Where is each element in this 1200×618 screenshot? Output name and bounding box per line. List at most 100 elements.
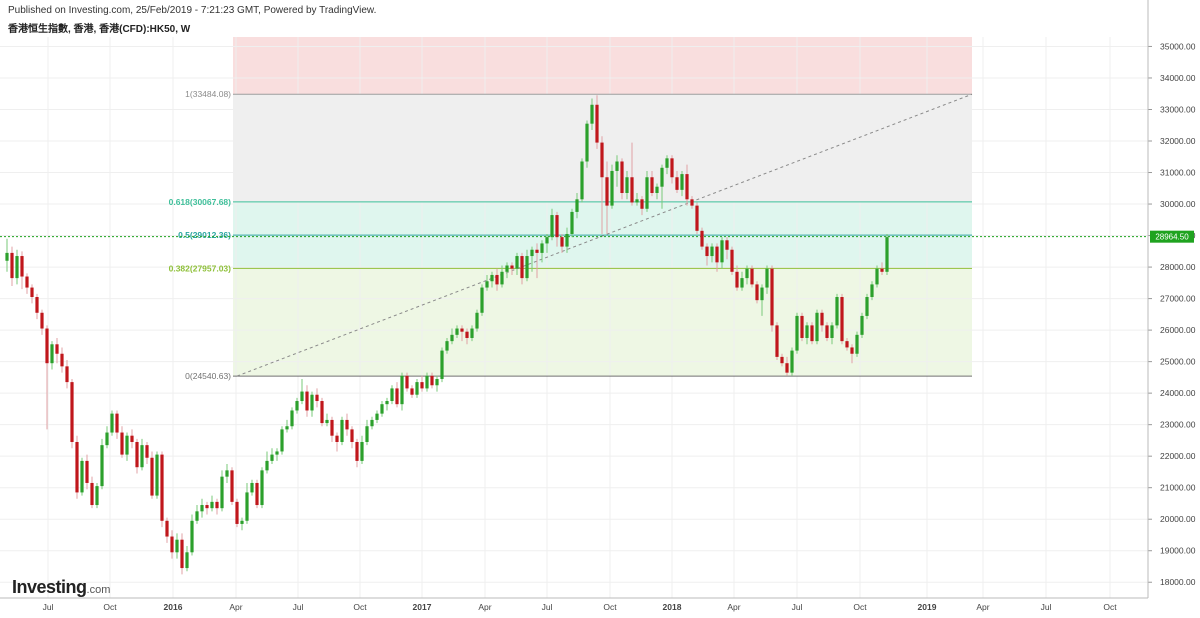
last-price-label: 28964.50: [1155, 233, 1189, 242]
candle-body: [405, 375, 409, 389]
x-tick-label: 2019: [918, 602, 937, 612]
candle-body: [850, 347, 854, 354]
candle-body: [795, 315, 799, 351]
candle-body: [45, 328, 49, 364]
candle-body: [65, 366, 69, 383]
candle-body: [20, 256, 24, 277]
candle-body: [680, 174, 684, 190]
candle-body: [775, 325, 779, 357]
candle-body: [595, 104, 599, 143]
candle-body: [25, 276, 29, 288]
candle-body: [425, 375, 429, 389]
candle-body: [550, 215, 554, 238]
candle-body: [380, 404, 384, 414]
candle-body: [695, 205, 699, 231]
candle-body: [880, 268, 884, 272]
candle-body: [555, 215, 559, 238]
candle-body: [700, 230, 704, 247]
x-tick-label: Apr: [478, 602, 491, 612]
y-tick-label: 25000.00: [1160, 357, 1196, 367]
candle-body: [140, 445, 144, 468]
y-tick-label: 21000.00: [1160, 483, 1196, 493]
candle-body: [285, 426, 289, 430]
candle-body: [820, 312, 824, 326]
candle-body: [230, 470, 234, 502]
candle-body: [725, 240, 729, 250]
candle-body: [740, 278, 744, 288]
candle-body: [785, 363, 789, 373]
candle-body: [520, 256, 524, 279]
candle-body: [110, 413, 114, 433]
candle-body: [445, 341, 449, 351]
fib-trend-line: [236, 93, 973, 377]
x-tick-label: Apr: [976, 602, 989, 612]
investing-logo: Investing.com: [12, 577, 111, 597]
candle-body: [870, 284, 874, 298]
candle-body: [105, 432, 109, 446]
candle-body: [825, 325, 829, 338]
candle-body: [770, 268, 774, 326]
candle-body: [305, 391, 309, 411]
x-tick-label: 2017: [413, 602, 432, 612]
candle-body: [655, 186, 659, 194]
candle-body: [420, 382, 424, 389]
candle-body: [160, 454, 164, 521]
time-axis: Jul Oct 2016 Apr Jul Oct 2017 Apr Jul Oct 2018 Apr J…: [0, 597, 1148, 612]
candle-body: [730, 249, 734, 272]
y-tick-label: 33000.00: [1160, 104, 1196, 114]
x-tick-label: Apr: [727, 602, 740, 612]
y-tick-label: 19000.00: [1160, 546, 1196, 556]
candle-body: [575, 199, 579, 212]
candle-body: [860, 315, 864, 335]
x-tick-label: Jul: [293, 602, 304, 612]
y-tick-label: 18000.00: [1160, 577, 1196, 587]
candle-body: [265, 460, 269, 471]
candle-body: [750, 268, 754, 285]
candle-body: [875, 268, 879, 285]
candle-body: [790, 350, 794, 373]
price-axis: 18000.00 19000.00 20000.00 21000.00 22000.00…: [1147, 0, 1196, 598]
candle-body: [430, 375, 434, 386]
candle-body: [30, 287, 34, 298]
candle-body: [560, 237, 564, 247]
candle-body: [120, 432, 124, 455]
candle-body: [540, 243, 544, 253]
candle-body: [175, 539, 179, 553]
x-tick-label: 2018: [663, 602, 682, 612]
candle-body: [510, 265, 514, 269]
candle-body: [810, 325, 814, 342]
y-tick-label: 24000.00: [1160, 388, 1196, 398]
candle-body: [565, 233, 569, 247]
candle-body: [600, 142, 604, 178]
candle-body: [525, 256, 529, 279]
candle-body: [10, 252, 14, 279]
candle-body: [320, 401, 324, 424]
candle-body: [615, 161, 619, 171]
y-tick-label: 26000.00: [1160, 325, 1196, 335]
candle-body: [400, 375, 404, 405]
candle-body: [500, 271, 504, 285]
candle-body: [165, 520, 169, 537]
candle-body: [620, 161, 624, 194]
candle-body: [530, 249, 534, 257]
candle-body: [195, 511, 199, 521]
candle-body: [705, 246, 709, 257]
fib-level-label: 1(33484.08): [185, 89, 231, 99]
candle-body: [50, 344, 54, 364]
candle-body: [570, 211, 574, 234]
candle-body: [315, 394, 319, 402]
candle-body: [435, 378, 439, 386]
candle-body: [415, 382, 419, 395]
candle-body: [115, 413, 119, 433]
candle-body: [395, 388, 399, 405]
candle-body: [805, 325, 809, 338]
candle-body: [780, 356, 784, 364]
candle-body: [340, 419, 344, 442]
candle-body: [75, 441, 79, 493]
y-tick-label: 31000.00: [1160, 168, 1196, 178]
candle-body: [130, 435, 134, 442]
candle-body: [310, 394, 314, 411]
candle-body: [495, 274, 499, 285]
last-price-badge: [1150, 230, 1194, 243]
